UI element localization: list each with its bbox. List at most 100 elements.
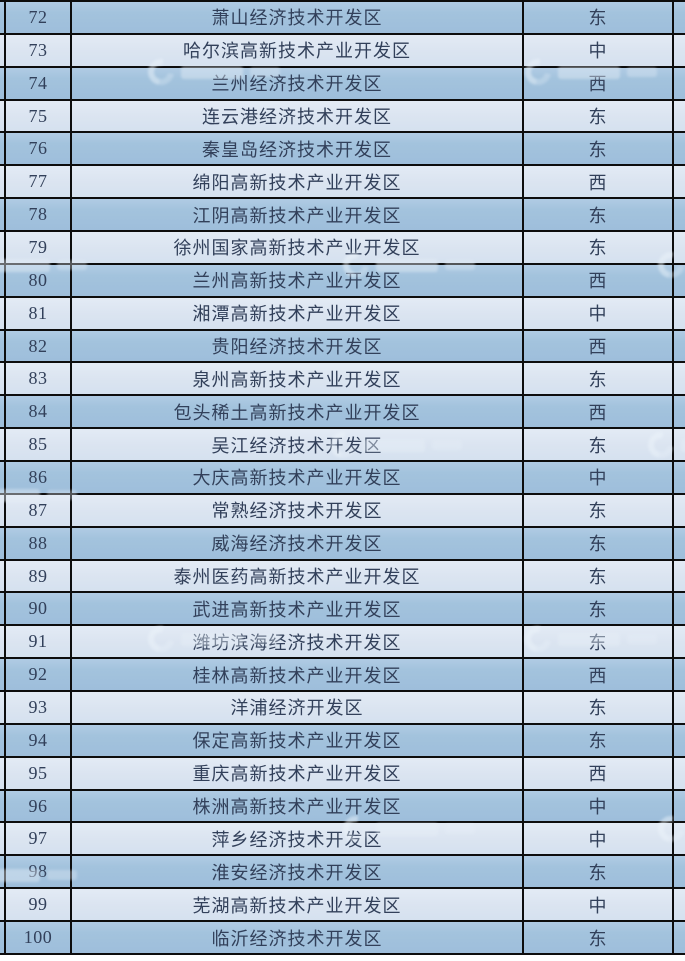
rank-cell: 87	[4, 492, 72, 528]
table-row: 85 吴江经济技术开发区 东	[0, 427, 685, 463]
table-row: 84 包头稀土高新技术产业开发区 西	[0, 394, 685, 430]
region-cell: 西	[522, 164, 674, 200]
rank-cell: 74	[4, 65, 72, 101]
right-edge-sliver-cell	[672, 262, 685, 298]
left-edge-sliver-cell	[0, 197, 6, 233]
zone-name-cell: 兰州经济技术开发区	[70, 65, 524, 101]
region-cell: 西	[522, 657, 674, 693]
table-row: 78 江阴高新技术产业开发区 东	[0, 197, 685, 233]
right-edge-sliver-cell	[672, 591, 685, 627]
left-edge-sliver-cell	[0, 525, 6, 561]
table-row: 80 兰州高新技术产业开发区 西	[0, 262, 685, 298]
right-edge-sliver-cell	[672, 197, 685, 233]
rank-cell: 96	[4, 788, 72, 824]
region-cell: 西	[522, 262, 674, 298]
table-row: 77 绵阳高新技术产业开发区 西	[0, 164, 685, 200]
right-edge-sliver-cell	[672, 164, 685, 200]
right-edge-sliver-cell	[672, 361, 685, 397]
right-edge-sliver-cell	[672, 558, 685, 594]
table-row: 93 洋浦经济开发区 东	[0, 690, 685, 725]
region-cell: 东	[522, 624, 674, 660]
region-cell: 西	[522, 755, 674, 791]
right-edge-sliver-cell	[672, 821, 685, 857]
rank-cell: 94	[4, 722, 72, 758]
left-edge-sliver-cell	[0, 262, 6, 298]
rank-cell: 98	[4, 854, 72, 890]
right-edge-sliver-cell	[672, 131, 685, 167]
right-edge-sliver-cell	[672, 887, 685, 923]
rank-cell: 85	[4, 427, 72, 463]
zone-name-cell: 重庆高新技术产业开发区	[70, 755, 524, 791]
zone-name-cell: 芜湖高新技术产业开发区	[70, 887, 524, 923]
right-edge-sliver-cell	[672, 427, 685, 463]
rank-cell: 79	[4, 230, 72, 265]
rank-cell: 91	[4, 624, 72, 660]
region-cell: 东	[522, 920, 674, 955]
zone-name-cell: 萍乡经济技术开发区	[70, 821, 524, 857]
left-edge-sliver-cell	[0, 755, 6, 791]
rank-cell: 84	[4, 394, 72, 430]
rank-cell: 81	[4, 295, 72, 331]
right-edge-sliver-cell	[672, 328, 685, 364]
rank-cell: 92	[4, 657, 72, 693]
region-cell: 东	[522, 131, 674, 167]
table-row: 73 哈尔滨高新技术产业开发区 中	[0, 32, 685, 68]
zone-name-cell: 贵阳经济技术开发区	[70, 328, 524, 364]
right-edge-sliver-cell	[672, 722, 685, 758]
zone-name-cell: 保定高新技术产业开发区	[70, 722, 524, 758]
right-edge-sliver-cell	[672, 854, 685, 890]
left-edge-sliver-cell	[0, 690, 6, 725]
left-edge-sliver-cell	[0, 230, 6, 265]
left-edge-sliver-cell	[0, 65, 6, 101]
zone-name-cell: 淮安经济技术开发区	[70, 854, 524, 890]
table-row: 97 萍乡经济技术开发区 中	[0, 821, 685, 857]
right-edge-sliver-cell	[672, 525, 685, 561]
right-edge-sliver-cell	[672, 788, 685, 824]
table-row: 94 保定高新技术产业开发区 东	[0, 722, 685, 758]
zone-name-cell: 兰州高新技术产业开发区	[70, 262, 524, 298]
region-cell: 东	[522, 0, 674, 35]
region-cell: 东	[522, 591, 674, 627]
right-edge-sliver-cell	[672, 230, 685, 265]
table-row: 81 湘潭高新技术产业开发区 中	[0, 295, 685, 331]
rank-cell: 95	[4, 755, 72, 791]
left-edge-sliver-cell	[0, 32, 6, 68]
region-cell: 东	[522, 854, 674, 890]
right-edge-sliver-cell	[672, 690, 685, 725]
table-row: 83 泉州高新技术产业开发区 东	[0, 361, 685, 397]
right-edge-sliver-cell	[672, 920, 685, 955]
left-edge-sliver-cell	[0, 657, 6, 693]
region-cell: 东	[522, 525, 674, 561]
zone-name-cell: 武进高新技术产业开发区	[70, 591, 524, 627]
zone-name-cell: 萧山经济技术开发区	[70, 0, 524, 35]
region-cell: 东	[522, 361, 674, 397]
table-row: 98 淮安经济技术开发区 东	[0, 854, 685, 890]
left-edge-sliver-cell	[0, 427, 6, 463]
table-row: 87 常熟经济技术开发区 东	[0, 492, 685, 528]
left-edge-sliver-cell	[0, 558, 6, 594]
zone-name-cell: 潍坊滨海经济技术开发区	[70, 624, 524, 660]
region-cell: 中	[522, 32, 674, 68]
right-edge-sliver-cell	[672, 492, 685, 528]
left-edge-sliver-cell	[0, 887, 6, 923]
right-edge-sliver-cell	[672, 98, 685, 134]
left-edge-sliver-cell	[0, 295, 6, 331]
rank-cell: 86	[4, 460, 72, 495]
rank-cell: 78	[4, 197, 72, 233]
rank-cell: 80	[4, 262, 72, 298]
zone-name-cell: 桂林高新技术产业开发区	[70, 657, 524, 693]
left-edge-sliver-cell	[0, 0, 6, 35]
region-cell: 东	[522, 427, 674, 463]
region-cell: 西	[522, 65, 674, 101]
zone-name-cell: 临沂经济技术开发区	[70, 920, 524, 955]
right-edge-sliver-cell	[672, 657, 685, 693]
zone-name-cell: 洋浦经济开发区	[70, 690, 524, 725]
zone-name-cell: 秦皇岛经济技术开发区	[70, 131, 524, 167]
left-edge-sliver-cell	[0, 492, 6, 528]
right-edge-sliver-cell	[672, 32, 685, 68]
region-cell: 东	[522, 492, 674, 528]
rank-cell: 83	[4, 361, 72, 397]
zone-name-cell: 徐州国家高新技术产业开发区	[70, 230, 524, 265]
rank-cell: 82	[4, 328, 72, 364]
